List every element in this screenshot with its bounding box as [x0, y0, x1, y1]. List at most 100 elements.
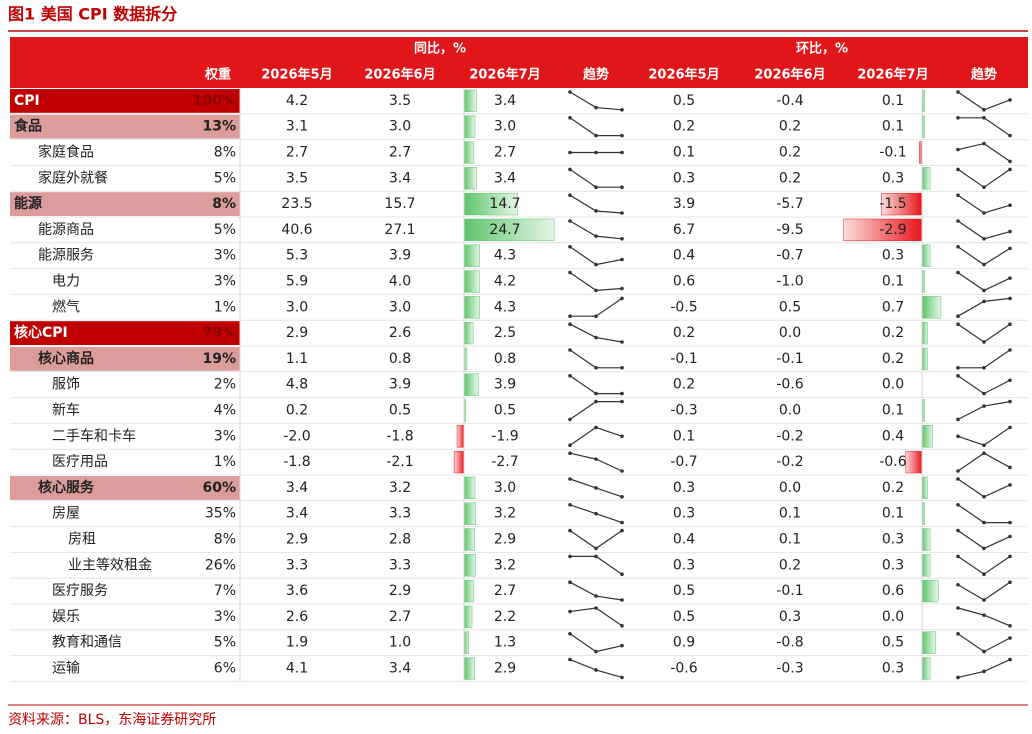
sparkline-point — [568, 609, 572, 614]
sparkline-point — [956, 632, 960, 636]
cell-value: 14.7 — [489, 196, 520, 212]
cell-value: 0.5 — [389, 403, 411, 419]
cell-value: 0.8 — [389, 351, 411, 367]
sparkline-point — [1008, 624, 1012, 628]
cell-value: -1.0 — [776, 274, 803, 290]
row-name: 房租 — [68, 532, 96, 548]
row-highlight — [10, 192, 240, 216]
cell-value: 4.1 — [286, 661, 308, 677]
cell-value: 3.5 — [286, 170, 308, 186]
sparkline-point — [568, 193, 572, 197]
cell-value: -0.7 — [776, 248, 803, 264]
row-weight: 3% — [214, 248, 236, 264]
cell-value: 3.0 — [494, 480, 516, 496]
sparkline — [957, 246, 1011, 266]
sparkline-point — [982, 572, 986, 576]
cell-value: 2.2 — [494, 609, 516, 625]
column-header: 2026年6月 — [364, 67, 435, 83]
data-bar — [463, 605, 473, 629]
cell-value: 0.1 — [779, 532, 801, 548]
row-weight: 3% — [214, 609, 236, 625]
sparkline-point — [956, 219, 960, 223]
cell-value: 0.3 — [882, 557, 904, 573]
row-weight: 35% — [205, 506, 236, 522]
row-name: 核心CPI — [14, 324, 68, 341]
column-header: 2026年6月 — [754, 67, 825, 83]
row-weight: 19% — [202, 351, 236, 367]
data-bar — [921, 296, 942, 319]
cell-value: 0.2 — [882, 480, 904, 496]
sparkline-point — [1008, 159, 1012, 164]
cell-value: 0.1 — [882, 403, 904, 419]
sparkline — [569, 452, 623, 472]
sparkline-point — [620, 495, 624, 499]
sparkline-point — [1008, 580, 1012, 584]
cell-value: -2.9 — [879, 222, 906, 238]
sparkline-point — [1008, 133, 1012, 138]
cell-value: 3.9 — [673, 196, 695, 212]
sparkline-point — [594, 366, 598, 370]
row-name: 燃气 — [52, 298, 80, 315]
cell-value: 0.6 — [882, 583, 904, 599]
data-bar — [921, 657, 931, 680]
row-weight: 1% — [214, 299, 236, 315]
sparkline — [957, 504, 1010, 524]
cell-value: 4.3 — [494, 248, 516, 264]
data-bar — [453, 450, 465, 474]
sparkline-point — [594, 150, 598, 155]
sparkline-point — [594, 209, 598, 213]
row-name: 核心服务 — [38, 479, 95, 496]
cell-value: 0.7 — [882, 299, 904, 315]
cell-value: 2.7 — [494, 145, 516, 161]
row-name: 娱乐 — [52, 609, 80, 625]
cell-value: 3.2 — [389, 480, 411, 496]
cell-value: -9.5 — [776, 222, 803, 238]
sparkline-point — [982, 495, 986, 499]
sparkline-point — [620, 598, 624, 602]
cell-value: 0.1 — [882, 506, 904, 522]
title: 图1 美国 CPI 数据拆分 — [8, 5, 177, 24]
cell-value: 0.2 — [673, 325, 695, 341]
cell-value: 0.2 — [779, 145, 801, 161]
sparkline-point — [1008, 276, 1012, 280]
sparkline-point — [956, 90, 960, 94]
sparkline-point — [568, 90, 572, 94]
row-name: 服饰 — [52, 377, 80, 393]
sparkline-point — [1008, 203, 1012, 208]
sparkline-point — [956, 193, 960, 197]
cell-value: 5.9 — [286, 274, 308, 290]
row-highlight — [10, 476, 240, 500]
cell-value: 1.1 — [286, 351, 308, 367]
cell-value: 0.1 — [779, 506, 801, 522]
row-weight: 6% — [214, 661, 236, 677]
sparkline-point — [982, 404, 986, 408]
data-bar — [463, 579, 475, 603]
data-bar — [463, 657, 475, 680]
cell-value: 2.6 — [286, 609, 308, 625]
data-bar — [921, 476, 928, 500]
sparkline-point — [594, 554, 598, 559]
cell-value: 4.3 — [494, 299, 516, 315]
sparkline — [569, 633, 623, 653]
cell-value: 3.9 — [494, 377, 516, 393]
row-highlight — [10, 347, 240, 371]
sparkline-point — [568, 270, 572, 275]
sparkline — [569, 117, 622, 137]
cell-value: 4.2 — [494, 274, 516, 290]
row-name: 业主等效租金 — [68, 556, 152, 573]
sparkline-point — [620, 391, 624, 396]
sparkline-point — [982, 108, 986, 112]
cell-value: 0.3 — [882, 248, 904, 264]
cell-value: 0.1 — [882, 274, 904, 290]
row-weight: 8% — [214, 145, 236, 161]
data-bar — [463, 631, 469, 654]
cell-value: 0.5 — [673, 93, 695, 109]
row-weight: 60% — [202, 480, 236, 496]
sparkline-point — [982, 613, 986, 617]
cell-value: -0.1 — [776, 583, 803, 599]
sparkline — [569, 375, 622, 395]
row-name: 新车 — [52, 402, 80, 419]
sparkline-point — [982, 185, 986, 189]
row-name: 家庭食品 — [38, 144, 94, 161]
cell-value: 0.5 — [673, 583, 695, 599]
